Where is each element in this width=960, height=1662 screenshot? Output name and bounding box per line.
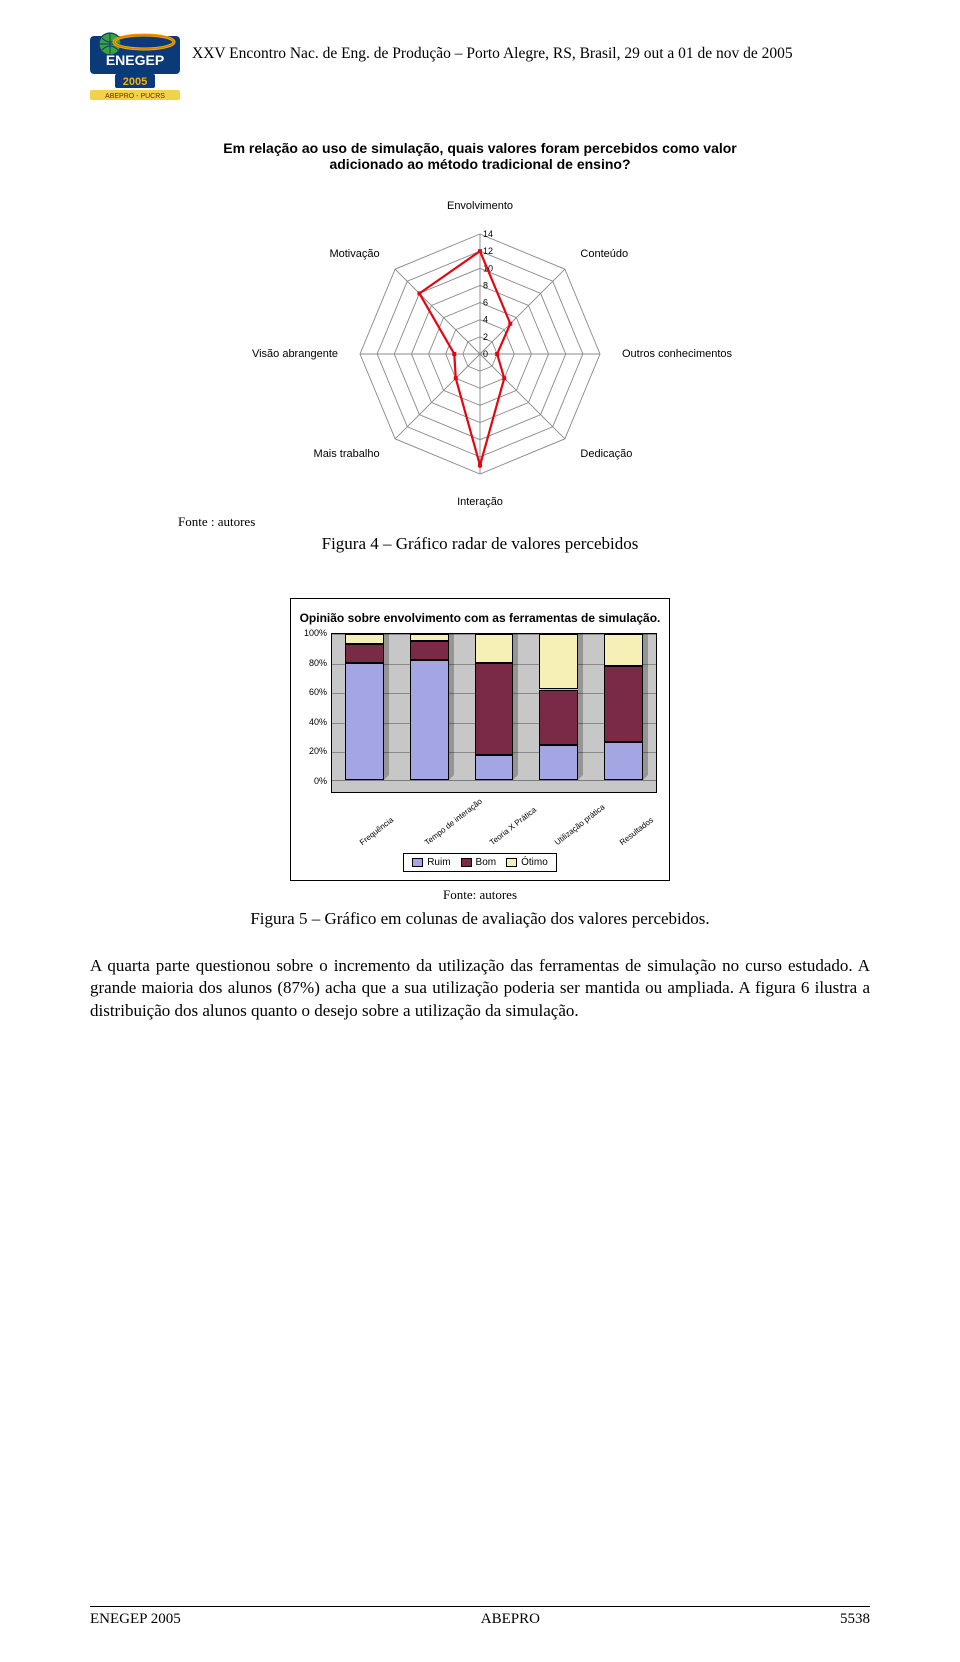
radar-source: Fonte : autores <box>178 514 870 530</box>
bar-segment <box>604 634 643 666</box>
bar-segment <box>410 634 449 641</box>
footer-right: 5538 <box>840 1611 870 1628</box>
radar-title: Em relação ao uso de simulação, quais va… <box>220 140 740 172</box>
bar-segment <box>345 634 384 644</box>
svg-text:ABEPRO - PUCRS: ABEPRO - PUCRS <box>105 93 165 100</box>
bar-x-label: Frequência <box>358 815 395 847</box>
bar-title: Opinião sobre envolvimento com as ferram… <box>297 611 663 625</box>
bar-plot <box>331 633 657 793</box>
bar-y-tick: 100% <box>304 628 327 638</box>
svg-text:0: 0 <box>483 349 488 359</box>
legend-label: Ruim <box>427 857 450 868</box>
header: ENEGEP 2005 ABEPRO - PUCRS XXV Encontro … <box>90 30 870 100</box>
svg-text:2: 2 <box>483 332 488 342</box>
svg-text:4: 4 <box>483 315 488 325</box>
header-text: XXV Encontro Nac. de Eng. de Produção – … <box>192 30 793 64</box>
bar-chart: Opinião sobre envolvimento com as ferram… <box>290 598 670 881</box>
bar-x-labels: FrequênciaTempo de interaçãoTeoria X Prá… <box>331 793 657 843</box>
radar-axis-label: Mais trabalho <box>314 448 380 460</box>
radar-chart: 02468101214 EnvolvimentoConteúdoOutros c… <box>220 184 740 514</box>
bar-segment <box>410 641 449 660</box>
bar-segment <box>475 755 514 780</box>
bar-column <box>539 634 578 780</box>
bar-segment <box>604 666 643 742</box>
bar-x-label: Teoria X Prática <box>488 805 538 847</box>
svg-text:8: 8 <box>483 280 488 290</box>
legend-item: Ruim <box>412 857 450 868</box>
bar-y-tick: 0% <box>314 776 327 786</box>
bar-segment <box>604 742 643 780</box>
radar-axis-label: Outros conhecimentos <box>622 348 732 360</box>
bar-y-axis: 0%20%40%60%80%100% <box>297 633 331 793</box>
bar-column <box>345 634 384 780</box>
conference-logo: ENEGEP 2005 ABEPRO - PUCRS <box>90 30 180 100</box>
radar-axis-label: Envolvimento <box>447 200 513 212</box>
svg-text:14: 14 <box>483 229 493 239</box>
radar-axis-label: Conteúdo <box>580 248 628 260</box>
svg-text:2005: 2005 <box>123 76 147 88</box>
bar-segment <box>345 644 384 663</box>
legend-label: Ótimo <box>521 857 548 868</box>
bar-column <box>410 634 449 780</box>
bar-segment <box>539 634 578 689</box>
bar-segment <box>410 660 449 780</box>
bar-source: Fonte: autores <box>90 887 870 903</box>
footer-left: ENEGEP 2005 <box>90 1611 181 1628</box>
radar-axis-label: Motivação <box>329 248 379 260</box>
bar-segment <box>539 745 578 780</box>
bar-segment <box>475 663 514 755</box>
bar-y-tick: 40% <box>309 717 327 727</box>
radar-axis-label: Visão abrangente <box>252 348 338 360</box>
legend-label: Bom <box>476 857 497 868</box>
bar-y-tick: 80% <box>309 658 327 668</box>
svg-text:6: 6 <box>483 298 488 308</box>
legend-item: Bom <box>461 857 497 868</box>
bar-caption: Figura 5 – Gráfico em colunas de avaliaç… <box>90 909 870 929</box>
body-paragraph: A quarta parte questionou sobre o increm… <box>90 955 870 1022</box>
legend-item: Ótimo <box>506 857 548 868</box>
bar-x-label: Tempo de interação <box>423 797 484 847</box>
footer: ENEGEP 2005 ABEPRO 5538 <box>90 1606 870 1628</box>
svg-text:12: 12 <box>483 246 493 256</box>
footer-center: ABEPRO <box>481 1611 540 1628</box>
bar-legend: Ruim Bom Ótimo <box>403 853 557 872</box>
bar-column <box>475 634 514 780</box>
bar-column <box>604 634 643 780</box>
bar-y-tick: 20% <box>309 746 327 756</box>
bar-segment <box>345 663 384 780</box>
svg-text:ENEGEP: ENEGEP <box>106 52 164 68</box>
bar-x-label: Utilização prática <box>553 802 607 847</box>
bar-segment <box>475 634 514 663</box>
radar-axis-label: Dedicação <box>580 448 632 460</box>
page: ENEGEP 2005 ABEPRO - PUCRS XXV Encontro … <box>0 0 960 1662</box>
radar-axis-label: Interação <box>457 496 503 508</box>
radar-caption: Figura 4 – Gráfico radar de valores perc… <box>90 534 870 554</box>
bar-x-label: Resultados <box>618 815 655 847</box>
bar-y-tick: 60% <box>309 687 327 697</box>
bar-segment <box>539 690 578 745</box>
